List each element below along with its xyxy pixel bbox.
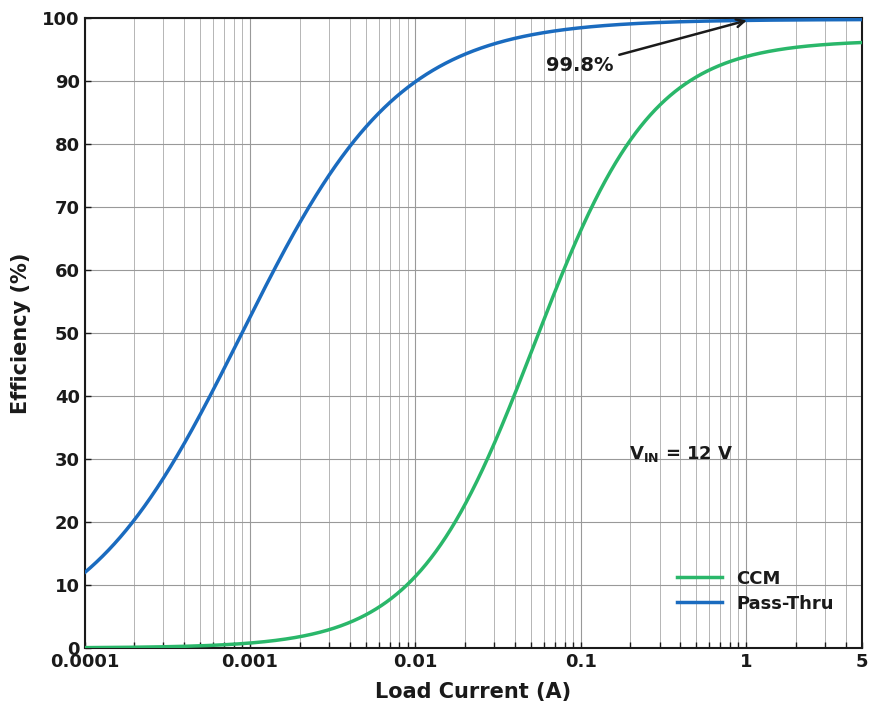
CCM <box>855 39 866 47</box>
Pass-Thru <box>377 105 387 113</box>
Pass-Thru <box>168 458 178 466</box>
CCM <box>214 641 225 650</box>
Y-axis label: Efficiency (%): Efficiency (%) <box>11 252 31 414</box>
Pass-Thru <box>411 77 421 86</box>
Pass-Thru <box>840 16 851 24</box>
Line: Pass-Thru: Pass-Thru <box>84 20 860 573</box>
CCM <box>411 571 421 580</box>
X-axis label: Load Current (A): Load Current (A) <box>375 682 571 702</box>
Pass-Thru <box>214 374 225 382</box>
Line: CCM: CCM <box>84 43 860 647</box>
Legend: CCM, Pass-Thru: CCM, Pass-Thru <box>669 563 840 620</box>
CCM <box>79 643 90 652</box>
CCM <box>168 642 178 651</box>
Pass-Thru <box>757 16 767 24</box>
Pass-Thru <box>79 568 90 577</box>
Pass-Thru <box>855 16 866 24</box>
CCM <box>757 48 767 57</box>
CCM <box>377 600 387 609</box>
Text: 99.8%: 99.8% <box>546 19 744 75</box>
Text: $\mathregular{V_{IN}}$ = 12 V: $\mathregular{V_{IN}}$ = 12 V <box>628 444 732 464</box>
CCM <box>840 39 851 48</box>
